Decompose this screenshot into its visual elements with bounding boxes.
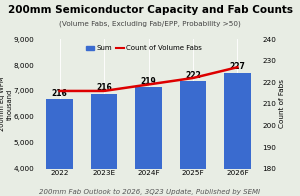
Text: 216: 216 bbox=[96, 83, 112, 93]
Bar bbox=[224, 73, 251, 196]
Bar bbox=[91, 94, 117, 196]
Text: 222: 222 bbox=[185, 71, 201, 80]
Legend: Sum, Count of Volume Fabs: Sum, Count of Volume Fabs bbox=[83, 43, 205, 54]
Y-axis label: Count of Fabs: Count of Fabs bbox=[279, 79, 285, 128]
Text: 200mm Fab Outlook to 2026, 3Q23 Update, Published by SEMI: 200mm Fab Outlook to 2026, 3Q23 Update, … bbox=[39, 189, 261, 195]
Text: (Volume Fabs, Excluding Fab/EPP, Probability >50): (Volume Fabs, Excluding Fab/EPP, Probabi… bbox=[59, 21, 241, 27]
Bar bbox=[135, 87, 162, 196]
Text: 200mm Semiconductor Capacity and Fab Counts: 200mm Semiconductor Capacity and Fab Cou… bbox=[8, 5, 292, 15]
Text: 227: 227 bbox=[230, 62, 245, 71]
Text: 219: 219 bbox=[141, 76, 156, 85]
Bar bbox=[180, 81, 206, 196]
Text: 216: 216 bbox=[52, 89, 68, 98]
Y-axis label: Capacity
200mm Eq WPM
thousand: Capacity 200mm Eq WPM thousand bbox=[0, 77, 13, 131]
Bar bbox=[46, 99, 73, 196]
